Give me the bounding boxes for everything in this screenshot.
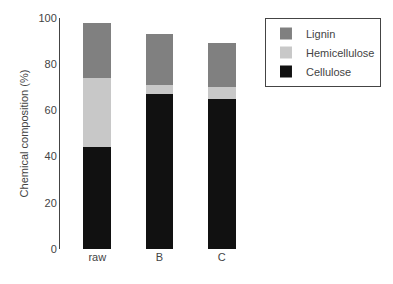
svg-text:raw: raw <box>88 251 106 263</box>
svg-text:Lignin: Lignin <box>306 28 335 40</box>
svg-text:60: 60 <box>45 104 57 116</box>
svg-text:40: 40 <box>45 150 57 162</box>
svg-text:Cellulose: Cellulose <box>306 66 351 78</box>
svg-text:C: C <box>218 251 226 263</box>
svg-text:Chemical composition (%): Chemical composition (%) <box>18 70 30 198</box>
svg-text:0: 0 <box>51 243 57 255</box>
svg-text:100: 100 <box>38 12 56 24</box>
svg-text:B: B <box>156 251 163 263</box>
svg-text:80: 80 <box>45 58 57 70</box>
svg-text:20: 20 <box>45 197 57 209</box>
svg-text:Hemicellulose: Hemicellulose <box>306 47 374 59</box>
